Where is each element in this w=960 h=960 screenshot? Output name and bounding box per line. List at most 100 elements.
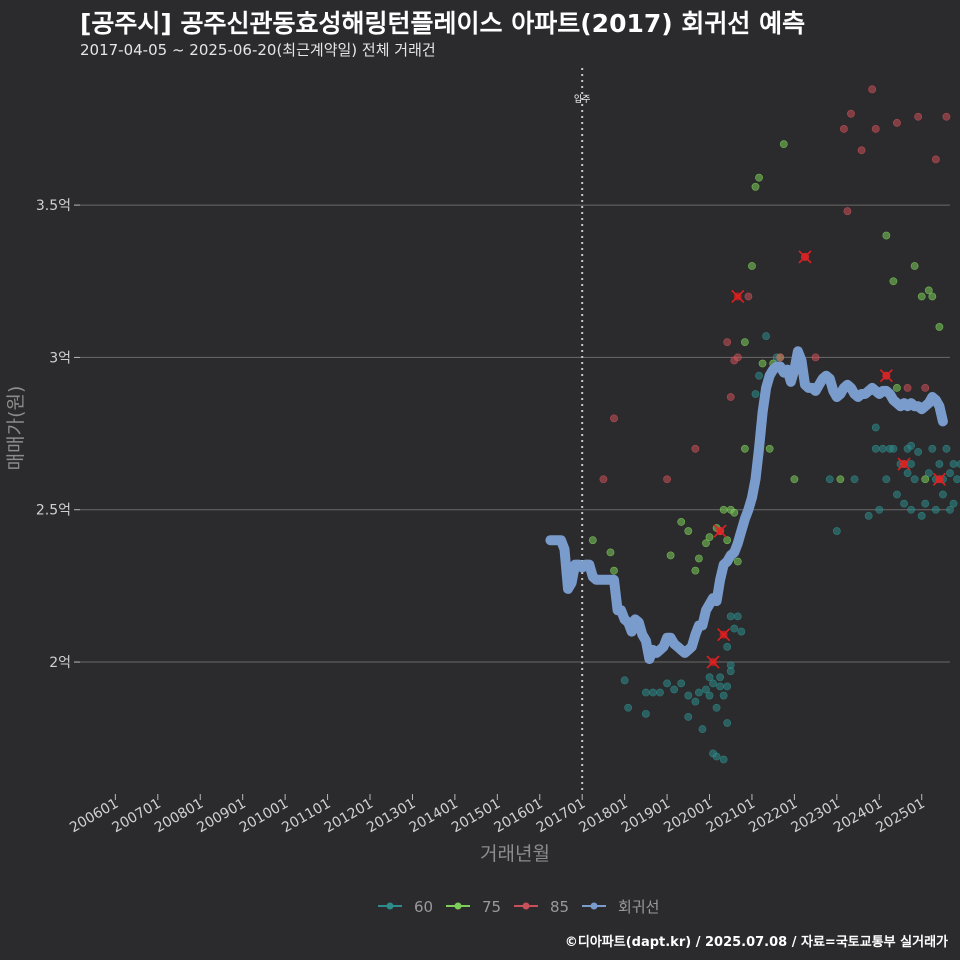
point-75 <box>723 536 732 545</box>
y-tick-label: 3억 <box>49 350 71 366</box>
point-75 <box>702 539 710 548</box>
point-60 <box>825 475 834 484</box>
point-60 <box>871 423 880 432</box>
point-60 <box>924 469 933 478</box>
legend: 60 75 85 회귀선 <box>378 898 659 916</box>
point-60 <box>656 688 664 697</box>
point-60 <box>726 612 735 621</box>
point-60 <box>907 441 915 450</box>
legend-swatch-dot <box>522 902 530 910</box>
cancelled-marker <box>713 524 727 538</box>
point-60 <box>903 469 912 478</box>
point-60 <box>949 460 958 468</box>
cancelled-marker <box>798 250 812 264</box>
point-75 <box>719 505 728 514</box>
point-60 <box>956 460 960 468</box>
point-75 <box>666 551 675 560</box>
point-60 <box>939 490 947 499</box>
point-75 <box>730 508 739 517</box>
point-60 <box>723 719 732 727</box>
legend-label: 회귀선 <box>618 898 659 916</box>
point-60 <box>946 469 954 478</box>
point-75 <box>882 231 891 240</box>
cancelled-marker <box>897 457 911 471</box>
point-60 <box>889 444 898 453</box>
point-85 <box>811 353 820 362</box>
point-60 <box>716 682 725 691</box>
grid-layer <box>80 204 950 663</box>
y-tick-label: 2.5억 <box>36 503 71 519</box>
point-75 <box>790 475 799 484</box>
point-75 <box>684 527 693 535</box>
point-60 <box>684 691 693 700</box>
point-60 <box>907 505 915 514</box>
point-60 <box>649 688 657 697</box>
point-60 <box>949 499 958 508</box>
point-75 <box>740 338 749 347</box>
cancelled-marker <box>932 472 946 486</box>
point-85 <box>903 383 912 392</box>
point-75 <box>928 292 937 301</box>
source-caption: ©디아파트(dapt.kr) / 2025.07.08 / 자료=국토교통부 실… <box>564 935 948 950</box>
point-60 <box>871 444 880 453</box>
point-85 <box>663 475 671 484</box>
point-60 <box>733 612 742 621</box>
point-75 <box>910 262 919 270</box>
points-layer <box>588 85 960 764</box>
point-60 <box>864 511 873 520</box>
point-60 <box>702 685 710 694</box>
point-75 <box>917 292 926 301</box>
point-60 <box>723 682 732 691</box>
x-axis-label: 거래년월 <box>480 843 550 865</box>
point-85 <box>871 125 880 133</box>
regression-layer <box>545 346 948 664</box>
point-60 <box>928 444 937 453</box>
cancelled-marker <box>717 628 731 642</box>
point-85 <box>893 118 901 127</box>
point-60 <box>624 703 633 712</box>
point-60 <box>698 725 707 733</box>
point-60 <box>910 475 919 484</box>
point-75 <box>695 554 703 563</box>
point-60 <box>875 505 884 514</box>
point-85 <box>776 353 785 362</box>
legend-swatch-dot <box>386 902 394 910</box>
point-75 <box>677 518 686 526</box>
point-60 <box>712 752 721 761</box>
point-60 <box>719 755 728 764</box>
point-60 <box>641 688 650 697</box>
point-85 <box>610 414 618 423</box>
point-75 <box>606 548 615 557</box>
y-tick-label: 2억 <box>49 655 71 671</box>
point-60 <box>709 679 717 688</box>
point-85 <box>744 292 753 301</box>
chart-title: [공주시] 공주신관동효성해링턴플레이스 아파트(2017) 회귀선 예측 <box>80 9 806 38</box>
point-75 <box>779 140 788 149</box>
point-60 <box>953 475 960 484</box>
point-60 <box>726 661 735 669</box>
point-60 <box>832 527 841 535</box>
point-60 <box>663 679 671 688</box>
point-60 <box>942 444 951 453</box>
cancelled-marker <box>879 369 893 383</box>
point-60 <box>878 444 887 453</box>
point-60 <box>705 673 714 682</box>
cancel-layer <box>706 250 946 669</box>
point-60 <box>695 688 703 697</box>
point-75 <box>705 533 714 542</box>
point-75 <box>748 262 756 270</box>
point-60 <box>670 685 679 694</box>
point-60 <box>762 332 770 340</box>
legend-item-60: 60 <box>378 898 433 916</box>
x-tick-label: 202501 <box>873 796 927 837</box>
legend-swatch-dot <box>590 902 598 910</box>
point-60 <box>850 475 859 484</box>
point-85 <box>723 338 732 347</box>
point-75 <box>733 557 742 566</box>
point-85 <box>921 383 930 392</box>
x-axis: 2006012007012008012009012010012011012012… <box>67 794 928 836</box>
point-60 <box>712 703 721 712</box>
legend-item-85: 85 <box>514 898 569 916</box>
point-85 <box>733 353 742 362</box>
